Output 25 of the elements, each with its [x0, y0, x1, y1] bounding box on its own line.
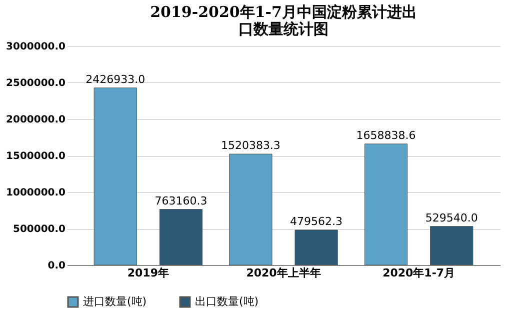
x-tick-label: 2019年 [127, 266, 169, 280]
y-tick-label: 3000000.0 [6, 42, 66, 52]
bar [364, 144, 408, 266]
text: 763160.3 [154, 194, 208, 208]
bar [294, 230, 338, 266]
text: 1520383.3 [220, 139, 280, 152]
y-tick-label: 1500000.0 [6, 151, 66, 162]
y-tick-label: 1000000.0 [6, 188, 66, 198]
bar [159, 209, 203, 266]
legend-label: 出口数量(吨) [195, 295, 259, 308]
bar [94, 88, 137, 266]
bar [229, 154, 272, 266]
text: 2426933.0 [86, 72, 146, 86]
bar [430, 226, 474, 266]
y-tick-label: 2500000.0 [6, 78, 66, 89]
legend-label: 进口数量(吨) [83, 295, 147, 308]
x-tick-label: 2020年上半年 [246, 266, 321, 280]
text: 529540.0 [425, 211, 478, 224]
text: 1658838.6 [356, 128, 416, 142]
y-tick-label: 2000000.0 [6, 114, 66, 126]
y-tick-label: 0.0 [48, 260, 66, 272]
y-tick-label: 500000.0 [12, 224, 66, 235]
text: 479562.3 [290, 214, 343, 228]
x-tick-label: 2020年1-7月 [382, 266, 456, 280]
chart-title: 2019-2020年1-7月中国淀粉累计进出口数量统计图 [150, 3, 417, 38]
